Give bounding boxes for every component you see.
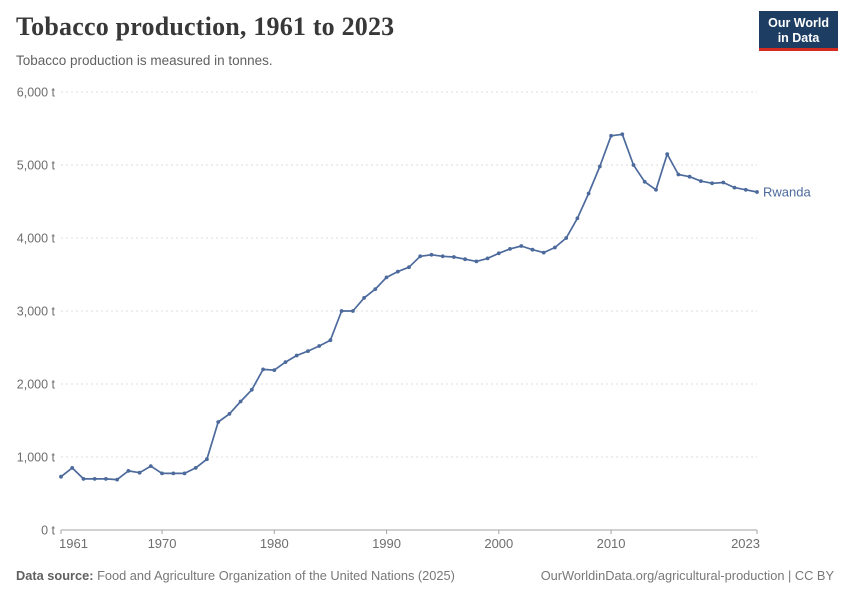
data-point[interactable] (519, 244, 524, 248)
data-point[interactable] (126, 469, 131, 473)
data-point[interactable] (137, 470, 142, 475)
data-point[interactable] (530, 247, 535, 252)
data-point[interactable] (104, 477, 108, 481)
x-tick-label: 1990 (372, 536, 401, 551)
data-point[interactable] (362, 296, 366, 300)
data-point[interactable] (440, 254, 445, 259)
data-point[interactable] (485, 256, 490, 261)
data-point[interactable] (463, 257, 467, 262)
data-point[interactable] (283, 360, 288, 364)
data-point[interactable] (261, 367, 265, 372)
data-point[interactable] (676, 172, 681, 177)
data-point[interactable] (395, 269, 400, 274)
data-point[interactable] (508, 247, 512, 251)
x-tick-label: 1961 (59, 536, 88, 551)
data-point[interactable] (306, 349, 310, 353)
data-point[interactable] (317, 344, 322, 348)
data-point[interactable] (699, 179, 703, 184)
data-point[interactable] (597, 164, 602, 169)
y-tick-label: 1,000 t (17, 451, 56, 465)
data-point[interactable] (59, 474, 63, 479)
owid-logo-line1: Our World (768, 16, 829, 30)
data-point[interactable] (553, 245, 557, 250)
data-point[interactable] (373, 287, 378, 291)
data-point[interactable] (294, 353, 299, 358)
data-point[interactable] (249, 387, 254, 392)
data-point[interactable] (182, 471, 187, 476)
owid-logo[interactable]: Our World in Data (759, 11, 838, 51)
data-point[interactable] (755, 190, 759, 194)
data-point[interactable] (171, 471, 176, 476)
x-tick-label: 2023 (731, 536, 760, 551)
data-source-label: Data source: (16, 568, 94, 583)
data-source-text: Food and Agriculture Organization of the… (93, 568, 455, 583)
data-point[interactable] (642, 179, 647, 184)
owid-logo-line2: in Data (777, 30, 820, 45)
data-point[interactable] (227, 412, 232, 416)
data-point[interactable] (339, 309, 344, 313)
data-point[interactable] (732, 185, 737, 190)
data-point[interactable] (205, 457, 209, 462)
data-point[interactable] (193, 466, 198, 470)
y-tick-label: 2,000 t (17, 378, 56, 392)
data-point[interactable] (148, 464, 153, 468)
data-point[interactable] (609, 133, 613, 138)
page-title: Tobacco production, 1961 to 2023 (16, 12, 395, 41)
x-tick-label: 1980 (260, 536, 289, 551)
data-point[interactable] (92, 477, 97, 481)
y-tick-label: 0 t (41, 524, 55, 538)
y-tick-label: 6,000 t (17, 86, 56, 100)
data-point[interactable] (160, 471, 164, 476)
data-point[interactable] (665, 152, 670, 157)
data-point[interactable] (418, 254, 423, 259)
data-point[interactable] (452, 255, 456, 259)
data-point[interactable] (351, 309, 355, 313)
data-point[interactable] (474, 259, 479, 264)
data-point[interactable] (115, 477, 119, 482)
data-point[interactable] (328, 338, 333, 343)
entity-label[interactable]: Rwanda (763, 185, 811, 200)
data-point[interactable] (407, 265, 411, 270)
data-point[interactable] (575, 216, 580, 221)
y-tick-label: 3,000 t (17, 305, 56, 319)
data-point[interactable] (272, 368, 277, 372)
data-point[interactable] (687, 174, 692, 179)
x-tick-label: 1970 (148, 536, 177, 551)
data-point[interactable] (216, 420, 221, 424)
data-point[interactable] (541, 250, 546, 255)
data-point[interactable] (564, 236, 569, 240)
data-point[interactable] (654, 187, 658, 192)
x-tick-label: 2010 (597, 536, 626, 551)
data-point[interactable] (710, 181, 714, 186)
footer: Data source: Food and Agriculture Organi… (16, 568, 834, 583)
data-point[interactable] (586, 191, 591, 196)
data-source: Data source: Food and Agriculture Organi… (16, 568, 455, 583)
data-point[interactable] (721, 180, 726, 185)
data-point[interactable] (384, 275, 389, 280)
footer-link[interactable]: OurWorldinData.org/agricultural-producti… (540, 568, 834, 583)
data-point[interactable] (496, 251, 501, 256)
data-point[interactable] (238, 399, 243, 404)
data-point[interactable] (620, 132, 625, 137)
x-tick-label: 2000 (484, 536, 513, 551)
data-point[interactable] (429, 252, 434, 257)
y-tick-label: 5,000 t (17, 159, 56, 173)
data-point[interactable] (743, 187, 748, 192)
page-subtitle: Tobacco production is measured in tonnes… (16, 53, 273, 68)
data-point[interactable] (631, 163, 636, 167)
data-point[interactable] (81, 477, 86, 481)
y-tick-label: 4,000 t (17, 232, 56, 246)
data-point[interactable] (70, 466, 75, 470)
series-line[interactable] (60, 133, 758, 481)
